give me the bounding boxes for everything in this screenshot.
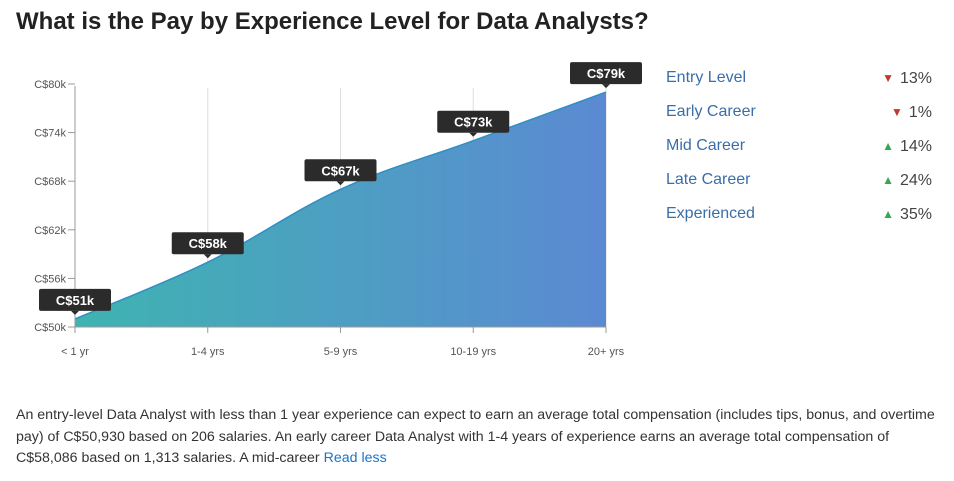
data-label-text: C$67k [321, 163, 360, 178]
data-label-text: C$51k [56, 293, 95, 308]
triangle-down-icon: ▼ [890, 105, 903, 119]
data-label-box [171, 232, 244, 255]
legend-change: ▲ 24% [882, 172, 932, 189]
experience-pay-chart: C$50k C$56k C$62k C$68k C$74k C$80k < 1 yr 1-4… [34, 62, 642, 358]
y-tick-label: C$50k [34, 322, 66, 334]
triangle-down-icon: ▼ [882, 71, 894, 85]
series-line [74, 91, 607, 320]
triangle-up-icon: ▲ [882, 173, 894, 187]
x-tick-label: 5-9 yrs [324, 346, 358, 358]
legend-change: ▲ 35% [882, 206, 932, 223]
salary-description: An entry-level Data Analyst with less th… [16, 405, 936, 470]
legend-change: ▼ 13% [882, 70, 932, 87]
data-label-box [39, 288, 111, 311]
legend-row-mid-career[interactable]: Mid Career ▲ 14% [666, 134, 936, 168]
data-label[interactable]: C$67k [304, 159, 377, 186]
data-label-text: C$73k [454, 115, 493, 130]
legend-row-late-career[interactable]: Late Career ▲ 24% [666, 168, 936, 202]
data-label-pointer [602, 84, 610, 89]
x-tick-label: 10-19 yrs [450, 346, 496, 358]
legend-label[interactable]: Mid Career [666, 137, 746, 154]
legend-label[interactable]: Entry Level [666, 69, 747, 86]
y-tick-label: C$62k [34, 225, 66, 237]
data-label-pointer [203, 254, 212, 259]
data-label-text: C$79k [587, 66, 626, 81]
data-label-pointer [469, 132, 478, 137]
triangle-up-icon: ▲ [882, 139, 894, 153]
legend-change: ▲ 14% [882, 138, 932, 155]
data-label-box [437, 110, 510, 133]
legend-label[interactable]: Experienced [666, 205, 755, 222]
data-label-pointer [336, 181, 345, 186]
read-less-link[interactable]: Read less [323, 450, 387, 466]
data-label[interactable]: C$58k [171, 232, 244, 259]
legend-label[interactable]: Late Career [666, 171, 751, 188]
legend-change: ▼ 1% [890, 104, 932, 121]
y-tick-label: C$68k [34, 176, 66, 188]
data-label[interactable]: C$79k [570, 62, 642, 89]
y-tick-label: C$74k [34, 128, 66, 140]
data-label-box [570, 62, 642, 85]
x-tick-label: 1-4 yrs [191, 346, 225, 358]
data-label-text: C$58k [189, 236, 228, 251]
area-fill [75, 92, 606, 327]
data-label[interactable]: C$51k [39, 288, 111, 315]
page-title: What is the Pay by Experience Level for … [16, 8, 649, 35]
legend-row-experienced[interactable]: Experienced ▲ 35% [666, 202, 936, 236]
description-text: An entry-level Data Analyst with less th… [16, 407, 935, 466]
experience-legend: Entry Level ▼ 13% Early Career ▼ 1% Mid Ca… [666, 66, 936, 236]
x-tick-label: < 1 yr [61, 346, 89, 358]
legend-row-early-career[interactable]: Early Career ▼ 1% [666, 100, 936, 134]
triangle-up-icon: ▲ [882, 207, 894, 221]
x-tick-label: 20+ yrs [588, 346, 625, 358]
data-label[interactable]: C$73k [437, 110, 510, 137]
y-tick-label: C$80k [34, 79, 66, 91]
data-label-pointer [71, 310, 79, 315]
legend-label[interactable]: Early Career [666, 103, 756, 120]
legend-row-entry-level[interactable]: Entry Level ▼ 13% [666, 66, 936, 100]
y-tick-label: C$56k [34, 273, 66, 285]
data-label-box [304, 159, 377, 182]
